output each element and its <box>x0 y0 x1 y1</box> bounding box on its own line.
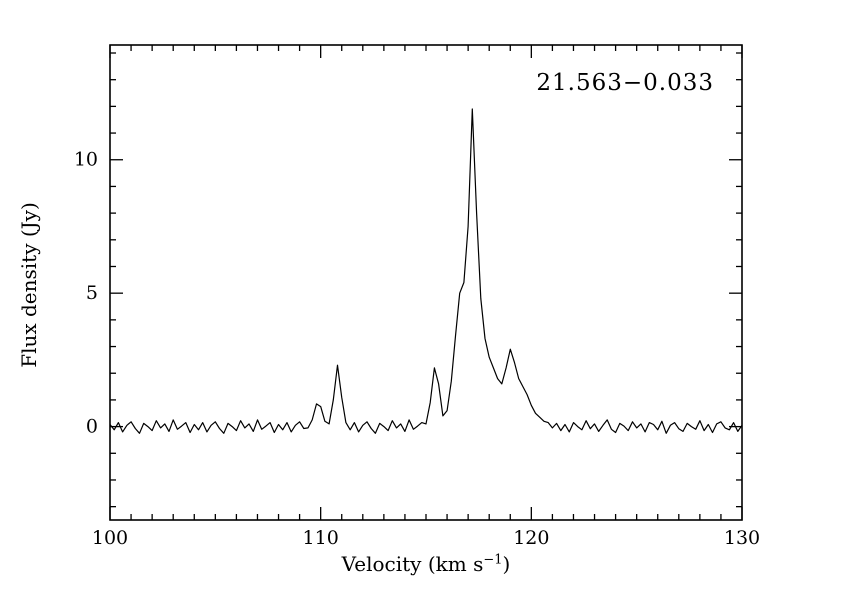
spectrum-line <box>109 108 743 434</box>
svg-text:0: 0 <box>86 416 98 438</box>
source-name-label: 21.563−0.033 <box>536 70 714 96</box>
x-axis-label: Velocity (km s−1) <box>110 552 742 576</box>
svg-text:100: 100 <box>92 527 128 549</box>
svg-text:110: 110 <box>303 527 339 549</box>
svg-text:130: 130 <box>724 527 760 549</box>
svg-text:5: 5 <box>86 282 98 304</box>
svg-text:10: 10 <box>74 149 98 171</box>
svg-text:120: 120 <box>513 527 549 549</box>
y-axis-label: Flux density (Jy) <box>17 202 41 368</box>
x-axis-label-close: ) <box>502 552 511 576</box>
x-axis-label-exponent: −1 <box>483 552 503 568</box>
x-axis-label-text: Velocity (km s <box>341 552 484 576</box>
